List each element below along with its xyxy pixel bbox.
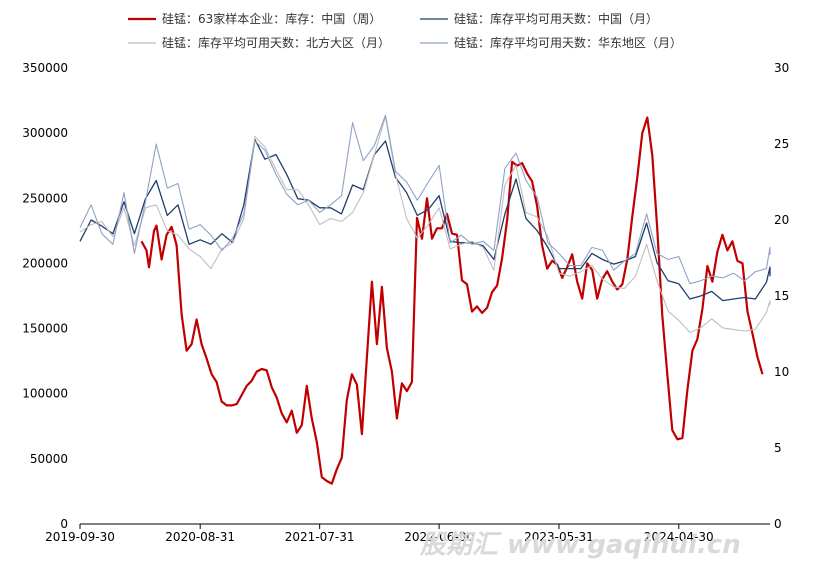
series-line-2: [79, 138, 771, 302]
x-tick-label: 2023-05-31: [524, 530, 594, 544]
y-left-tick-label: 300000: [22, 126, 68, 140]
series-line-1: [140, 116, 764, 485]
x-tick-labels: 2019-09-30 2020-08-31 2021-07-31 2022-06-30…: [45, 524, 714, 544]
legend-label: 硅锰：库存平均可用天数：北方大区（月）: [162, 35, 390, 50]
y-left-tick-labels: 0 50000 100000 150000 200000 250000 300000 3500…: [22, 61, 68, 531]
legend-label: 硅锰：63家样本企业：库存：中国（周）: [162, 11, 381, 26]
legend-label: 硅锰：库存平均可用天数：华东地区（月）: [454, 35, 682, 50]
watermark-text: 股期汇 www.gaqihui.cn: [419, 530, 741, 560]
y-right-tick-label: 5: [774, 441, 782, 455]
y-right-tick-label: 10: [774, 365, 789, 379]
y-left-tick-label: 150000: [22, 322, 68, 336]
y-right-tick-label: 15: [774, 289, 789, 303]
legend: 硅锰：63家样本企业：库存：中国（周） 硅锰：库存平均可用天数：中国（月） 硅锰：库…: [128, 11, 682, 50]
series-line-4: [79, 114, 771, 285]
y-right-tick-label: 0: [774, 517, 782, 531]
x-tick-label: 2019-09-30: [45, 530, 115, 544]
y-right-tick-labels: 0 5 10 15 20 25 30: [774, 61, 789, 531]
y-right-tick-label: 30: [774, 61, 789, 75]
y-left-tick-label: 350000: [22, 61, 68, 75]
y-right-tick-label: 20: [774, 213, 789, 227]
y-left-tick-label: 100000: [22, 387, 68, 401]
y-right-tick-label: 25: [774, 137, 789, 151]
y-left-tick-label: 200000: [22, 256, 68, 270]
x-tick-label: 2022-06-30: [404, 530, 474, 544]
y-left-tick-label: 50000: [30, 452, 68, 466]
x-tick-label: 2024-04-30: [644, 530, 714, 544]
x-tick-label: 2021-07-31: [285, 530, 355, 544]
y-left-tick-label: 0: [60, 517, 68, 531]
y-left-tick-label: 250000: [22, 191, 68, 205]
legend-label: 硅锰：库存平均可用天数：中国（月）: [454, 11, 658, 26]
series-lines: [79, 114, 771, 485]
x-tick-label: 2020-08-31: [165, 530, 235, 544]
series-line-3: [79, 116, 771, 334]
